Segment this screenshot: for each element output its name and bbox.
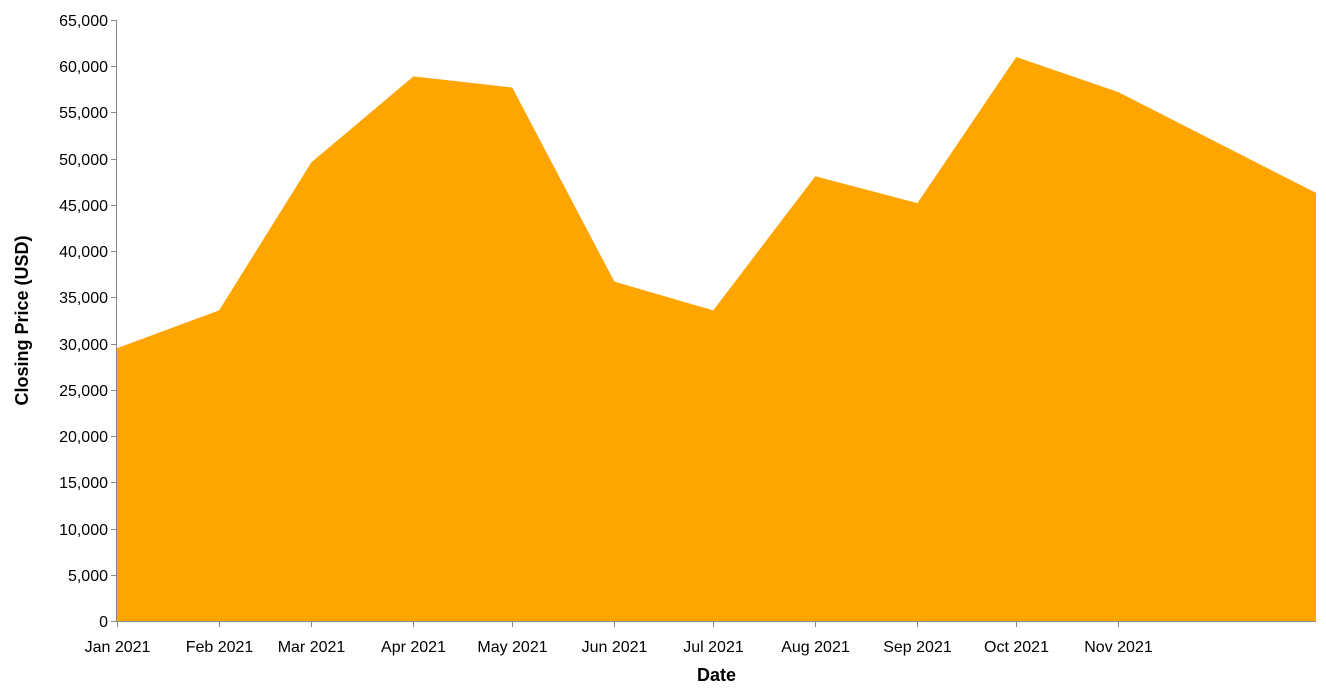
y-tick-label: 35,000 xyxy=(59,290,108,307)
x-tick-label: Jun 2021 xyxy=(582,639,648,656)
y-tick-label: 25,000 xyxy=(59,383,108,400)
y-tick-label: 60,000 xyxy=(59,59,108,76)
y-tick-label: 45,000 xyxy=(59,198,108,215)
x-tick-label: Mar 2021 xyxy=(278,639,346,656)
y-tick-label: 20,000 xyxy=(59,429,108,446)
x-tick-label: Oct 2021 xyxy=(984,639,1049,656)
y-tick-label: 30,000 xyxy=(59,337,108,354)
x-tick-label: May 2021 xyxy=(477,639,547,656)
y-tick-label: 65,000 xyxy=(59,13,108,30)
y-tick-label: 15,000 xyxy=(59,475,108,492)
y-tick-label: 55,000 xyxy=(59,105,108,122)
x-tick-label: Sep 2021 xyxy=(883,639,952,656)
y-axis-title: Closing Price (USD) xyxy=(12,235,32,405)
x-tick-label: Jan 2021 xyxy=(85,639,151,656)
y-tick-label: 50,000 xyxy=(59,152,108,169)
x-axis-title: Date xyxy=(697,665,736,685)
y-tick-label: 0 xyxy=(99,614,108,631)
y-axis: 0 5,000 10,000 15,000 20,000 25,000 30,000 35,0… xyxy=(59,13,117,631)
x-tick-label: Apr 2021 xyxy=(381,639,446,656)
x-tick-label: Aug 2021 xyxy=(781,639,850,656)
y-tick-label: 5,000 xyxy=(68,568,108,585)
x-tick-label: Nov 2021 xyxy=(1084,639,1153,656)
x-tick-label: Feb 2021 xyxy=(186,639,254,656)
x-tick-label: Jul 2021 xyxy=(683,639,744,656)
x-axis: Jan 2021 Feb 2021 Mar 2021 Apr 2021 May 2021… xyxy=(85,621,1316,656)
y-tick-label: 40,000 xyxy=(59,244,108,261)
area-series xyxy=(117,56,1316,621)
y-tick-label: 10,000 xyxy=(59,522,108,539)
plot-area xyxy=(117,56,1316,621)
